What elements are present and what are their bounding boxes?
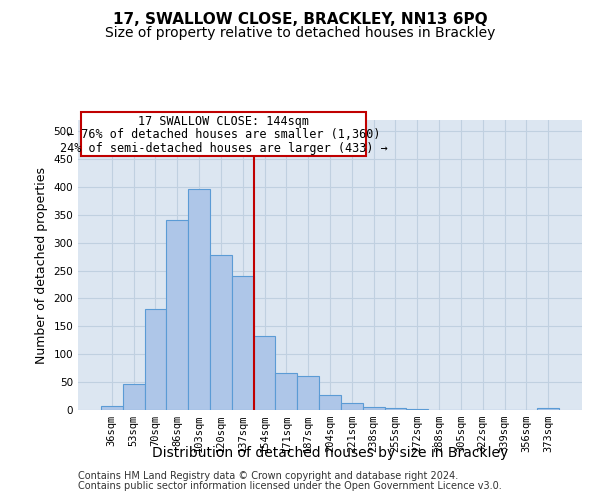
Bar xyxy=(319,395,341,410)
Bar xyxy=(145,308,166,410)
Bar xyxy=(254,336,275,410)
Bar xyxy=(275,372,297,410)
Y-axis label: Number of detached properties: Number of detached properties xyxy=(35,166,48,364)
Text: 17 SWALLOW CLOSE: 144sqm: 17 SWALLOW CLOSE: 144sqm xyxy=(138,115,309,128)
Bar xyxy=(188,188,210,410)
Text: Contains public sector information licensed under the Open Government Licence v3: Contains public sector information licen… xyxy=(78,481,502,491)
Text: 24% of semi-detached houses are larger (433) →: 24% of semi-detached houses are larger (… xyxy=(59,142,388,154)
Bar xyxy=(210,255,232,410)
Text: Contains HM Land Registry data © Crown copyright and database right 2024.: Contains HM Land Registry data © Crown c… xyxy=(78,471,458,481)
Bar xyxy=(123,384,145,410)
Text: 17, SWALLOW CLOSE, BRACKLEY, NN13 6PQ: 17, SWALLOW CLOSE, BRACKLEY, NN13 6PQ xyxy=(113,12,487,28)
Bar xyxy=(232,276,254,410)
Bar xyxy=(363,407,385,410)
Text: Size of property relative to detached houses in Brackley: Size of property relative to detached ho… xyxy=(105,26,495,40)
Bar xyxy=(341,404,363,410)
Text: ← 76% of detached houses are smaller (1,360): ← 76% of detached houses are smaller (1,… xyxy=(67,128,380,141)
Bar xyxy=(406,409,428,410)
Bar xyxy=(537,408,559,410)
Bar xyxy=(297,376,319,410)
Text: Distribution of detached houses by size in Brackley: Distribution of detached houses by size … xyxy=(152,446,508,460)
Bar xyxy=(101,406,123,410)
Bar xyxy=(166,220,188,410)
Bar xyxy=(385,408,406,410)
